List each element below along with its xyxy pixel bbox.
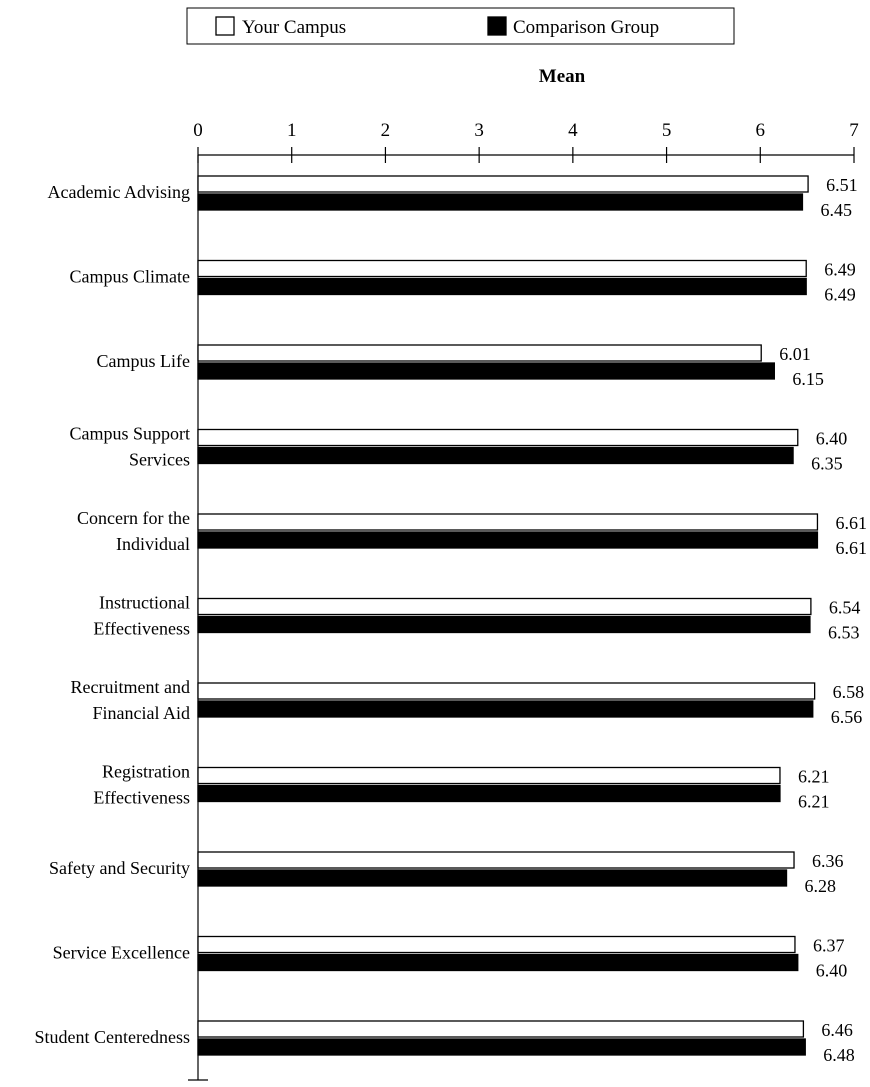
bar-comparison-group-recruitment-and-financial-aid <box>197 700 814 718</box>
category-label-recruitment-and-financial-aid-line-1: Recruitment and <box>71 677 190 697</box>
x-axis: 0 1 2 3 4 5 6 7 <box>188 120 859 1081</box>
bar-comparison-group-campus-support-services <box>197 446 794 465</box>
value-label-your-campus-concern-for-the-individual: 6.61 <box>835 513 867 533</box>
bar-your-campus-instructional-effectiveness <box>197 597 812 616</box>
value-label-comparison-group-campus-climate: 6.49 <box>824 285 856 305</box>
category-label-campus-support-services-line-1: Campus Support <box>69 424 190 444</box>
value-labels: 6.51 6.45 6.49 6.49 6.01 6.15 6.40 6.35 6.61 6.61… <box>779 175 867 1065</box>
value-label-comparison-group-safety-and-security: 6.28 <box>805 876 837 896</box>
value-label-comparison-group-service-excellence: 6.40 <box>816 961 848 981</box>
bar-your-campus-academic-advising <box>197 175 809 193</box>
x-tick-label-6: 6 <box>756 120 766 141</box>
value-label-comparison-group-recruitment-and-financial-aid: 6.56 <box>831 707 863 727</box>
value-label-your-campus-campus-life: 6.01 <box>779 344 811 364</box>
bar-comparison-group-registration-effectiveness <box>197 784 781 803</box>
category-label-campus-support-services-line-2: Services <box>129 450 190 470</box>
value-label-your-campus-campus-climate: 6.49 <box>824 260 856 280</box>
bar-comparison-group-campus-life <box>197 362 775 380</box>
value-label-your-campus-campus-support-services: 6.40 <box>816 429 848 449</box>
bar-comparison-group-concern-for-the-individual <box>197 531 819 549</box>
category-label-student-centeredness: Student Centeredness <box>35 1027 190 1047</box>
value-label-your-campus-registration-effectiveness: 6.21 <box>798 767 830 787</box>
value-label-comparison-group-concern-for-the-individual: 6.61 <box>835 538 867 558</box>
bar-your-campus-campus-life <box>197 344 762 362</box>
bars <box>197 175 819 1056</box>
category-labels: Academic Advising Campus Climate Campus Li… <box>35 182 190 1047</box>
bar-comparison-group-safety-and-security <box>197 869 788 887</box>
category-label-academic-advising: Academic Advising <box>48 182 190 202</box>
value-label-comparison-group-instructional-effectiveness: 6.53 <box>828 623 860 643</box>
category-label-concern-for-the-individual-line-1: Concern for the <box>77 508 190 528</box>
legend-label-comparison-group: Comparison Group <box>513 17 659 38</box>
category-label-concern-for-the-individual-line-2: Individual <box>116 534 190 554</box>
value-label-your-campus-recruitment-and-financial-aid: 6.58 <box>833 682 865 702</box>
x-tick-label-0: 0 <box>193 120 203 141</box>
bar-your-campus-concern-for-the-individual <box>197 513 819 531</box>
bar-your-campus-student-centeredness <box>197 1020 805 1038</box>
value-label-comparison-group-campus-support-services: 6.35 <box>811 454 843 474</box>
bar-comparison-group-student-centeredness <box>197 1038 806 1056</box>
legend-label-your-campus: Your Campus <box>242 17 346 38</box>
value-label-your-campus-service-excellence: 6.37 <box>813 936 845 956</box>
bar-comparison-group-instructional-effectiveness <box>197 615 811 634</box>
category-label-service-excellence: Service Excellence <box>53 943 190 963</box>
category-label-campus-life: Campus Life <box>97 351 190 371</box>
value-label-comparison-group-registration-effectiveness: 6.21 <box>798 792 830 812</box>
x-tick-label-1: 1 <box>287 120 297 141</box>
legend-box <box>186 7 735 45</box>
value-label-comparison-group-academic-advising: 6.45 <box>820 200 852 220</box>
category-label-instructional-effectiveness-line-2: Effectiveness <box>93 619 190 639</box>
category-label-registration-effectiveness-line-1: Registration <box>102 762 190 782</box>
value-label-comparison-group-student-centeredness: 6.48 <box>823 1045 855 1065</box>
category-label-recruitment-and-financial-aid-line-2: Financial Aid <box>93 703 191 723</box>
value-label-your-campus-student-centeredness: 6.46 <box>821 1020 853 1040</box>
x-tick-label-7: 7 <box>849 120 859 141</box>
bar-your-campus-service-excellence <box>197 935 796 954</box>
category-label-safety-and-security: Safety and Security <box>49 858 190 878</box>
bar-your-campus-campus-climate <box>197 259 807 278</box>
value-label-your-campus-instructional-effectiveness: 6.54 <box>829 598 861 618</box>
category-label-registration-effectiveness-line-2: Effectiveness <box>93 788 190 808</box>
legend: Your Campus Comparison Group <box>186 7 735 45</box>
bar-your-campus-registration-effectiveness <box>197 766 781 785</box>
value-label-comparison-group-campus-life: 6.15 <box>792 369 824 389</box>
category-label-instructional-effectiveness-line-1: Instructional <box>99 593 190 613</box>
bar-comparison-group-campus-climate <box>197 277 807 296</box>
value-label-your-campus-academic-advising: 6.51 <box>826 175 858 195</box>
legend-swatch-your-campus <box>215 16 235 36</box>
bar-comparison-group-service-excellence <box>197 953 799 972</box>
bar-your-campus-campus-support-services <box>197 428 799 447</box>
x-tick-label-4: 4 <box>568 120 578 141</box>
x-tick-label-2: 2 <box>381 120 391 141</box>
x-axis-title: Mean <box>539 66 586 87</box>
value-label-your-campus-safety-and-security: 6.36 <box>812 851 844 871</box>
category-label-campus-climate: Campus Climate <box>70 267 191 287</box>
bar-your-campus-safety-and-security <box>197 851 795 869</box>
x-tick-label-3: 3 <box>474 120 484 141</box>
x-tick-label-5: 5 <box>662 120 672 141</box>
legend-swatch-comparison-group <box>487 16 507 36</box>
bar-comparison-group-academic-advising <box>197 193 804 211</box>
bar-your-campus-recruitment-and-financial-aid <box>197 682 816 700</box>
